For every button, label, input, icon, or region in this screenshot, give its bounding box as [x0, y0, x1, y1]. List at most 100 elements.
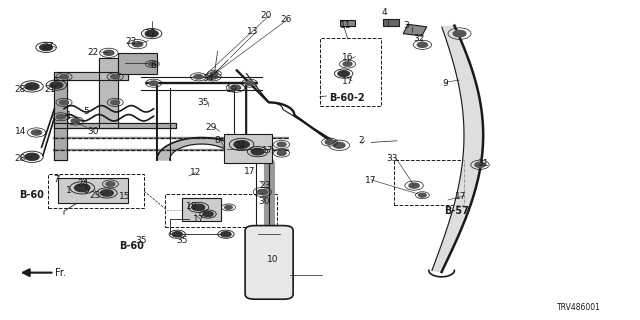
Circle shape: [111, 75, 120, 79]
Text: 11: 11: [340, 21, 351, 30]
Text: 17: 17: [262, 146, 273, 155]
Text: 19: 19: [226, 85, 237, 94]
Polygon shape: [54, 123, 176, 128]
Text: 24: 24: [234, 141, 246, 150]
Text: 30: 30: [87, 127, 99, 136]
Text: 17: 17: [342, 77, 353, 86]
Circle shape: [225, 205, 232, 209]
Text: Fr.: Fr.: [55, 268, 67, 278]
Text: 22: 22: [125, 37, 137, 46]
Polygon shape: [432, 26, 483, 272]
Bar: [118, 53, 157, 74]
Text: 8: 8: [215, 136, 220, 145]
Circle shape: [325, 140, 334, 144]
Circle shape: [277, 151, 286, 156]
Text: 1: 1: [67, 111, 72, 120]
Text: 33: 33: [387, 154, 398, 163]
FancyBboxPatch shape: [245, 226, 293, 299]
Text: 27: 27: [42, 42, 54, 51]
Text: 27: 27: [145, 29, 156, 38]
Text: 16: 16: [342, 53, 353, 62]
Circle shape: [25, 153, 39, 160]
Circle shape: [453, 30, 466, 37]
Text: 28: 28: [15, 85, 26, 94]
Bar: [224, 134, 272, 163]
Text: 20: 20: [260, 12, 271, 20]
Circle shape: [145, 30, 158, 37]
Circle shape: [417, 42, 428, 47]
Circle shape: [245, 81, 254, 85]
Text: 10: 10: [267, 255, 278, 264]
Text: 31: 31: [477, 159, 489, 168]
Circle shape: [209, 75, 218, 79]
Bar: [58, 178, 128, 203]
Bar: [403, 24, 427, 36]
Text: B-60-2: B-60-2: [329, 92, 365, 103]
Text: TRV486001: TRV486001: [557, 303, 601, 312]
Circle shape: [333, 142, 345, 148]
Text: 1: 1: [67, 186, 72, 195]
Text: 3: 3: [404, 21, 409, 30]
Text: 35: 35: [177, 236, 188, 245]
Circle shape: [172, 232, 182, 237]
Circle shape: [132, 42, 143, 47]
Text: B-60: B-60: [20, 190, 44, 200]
Circle shape: [31, 130, 42, 135]
Text: B-57: B-57: [444, 206, 468, 216]
Text: 7: 7: [53, 175, 58, 184]
Circle shape: [257, 189, 268, 195]
Circle shape: [50, 82, 63, 88]
Circle shape: [111, 100, 120, 105]
Circle shape: [475, 162, 485, 167]
Text: 26: 26: [280, 15, 292, 24]
Text: 13: 13: [247, 28, 259, 36]
Text: 21: 21: [44, 85, 56, 94]
Circle shape: [419, 193, 426, 197]
Circle shape: [149, 81, 158, 85]
Text: 29: 29: [205, 124, 217, 132]
Bar: [394, 160, 464, 205]
Text: 4: 4: [381, 8, 387, 17]
Text: 24: 24: [77, 180, 89, 188]
Circle shape: [106, 182, 115, 186]
Text: 17: 17: [365, 176, 377, 185]
Circle shape: [338, 71, 349, 76]
Circle shape: [60, 100, 68, 105]
Circle shape: [60, 75, 68, 79]
Polygon shape: [99, 58, 118, 128]
Text: B-60: B-60: [119, 241, 143, 251]
Text: 35: 35: [135, 236, 147, 245]
Bar: [340, 20, 355, 26]
Text: 5: 5: [84, 186, 89, 195]
Circle shape: [40, 44, 52, 51]
Circle shape: [71, 119, 80, 123]
Bar: [182, 198, 221, 221]
Polygon shape: [157, 138, 246, 160]
Text: 17: 17: [244, 167, 255, 176]
Bar: [383, 19, 399, 26]
Text: 34: 34: [202, 74, 214, 83]
Text: 35: 35: [198, 98, 209, 107]
Text: 15: 15: [119, 192, 131, 201]
Circle shape: [343, 62, 352, 66]
Text: 18: 18: [186, 202, 198, 211]
Circle shape: [230, 85, 241, 90]
Circle shape: [74, 184, 90, 192]
Text: 17: 17: [455, 192, 467, 201]
Circle shape: [192, 204, 205, 211]
Circle shape: [194, 75, 203, 79]
Text: 5: 5: [84, 108, 89, 116]
Circle shape: [211, 72, 218, 76]
Text: 28: 28: [15, 154, 26, 163]
Circle shape: [104, 50, 114, 55]
Polygon shape: [54, 72, 128, 80]
Text: 23: 23: [89, 191, 100, 200]
Text: 23: 23: [259, 181, 271, 190]
Text: 22: 22: [87, 48, 99, 57]
Circle shape: [148, 62, 156, 66]
Bar: [48, 174, 144, 208]
Circle shape: [234, 140, 249, 148]
Circle shape: [221, 232, 231, 237]
Text: 17: 17: [193, 215, 204, 224]
Circle shape: [56, 115, 65, 119]
